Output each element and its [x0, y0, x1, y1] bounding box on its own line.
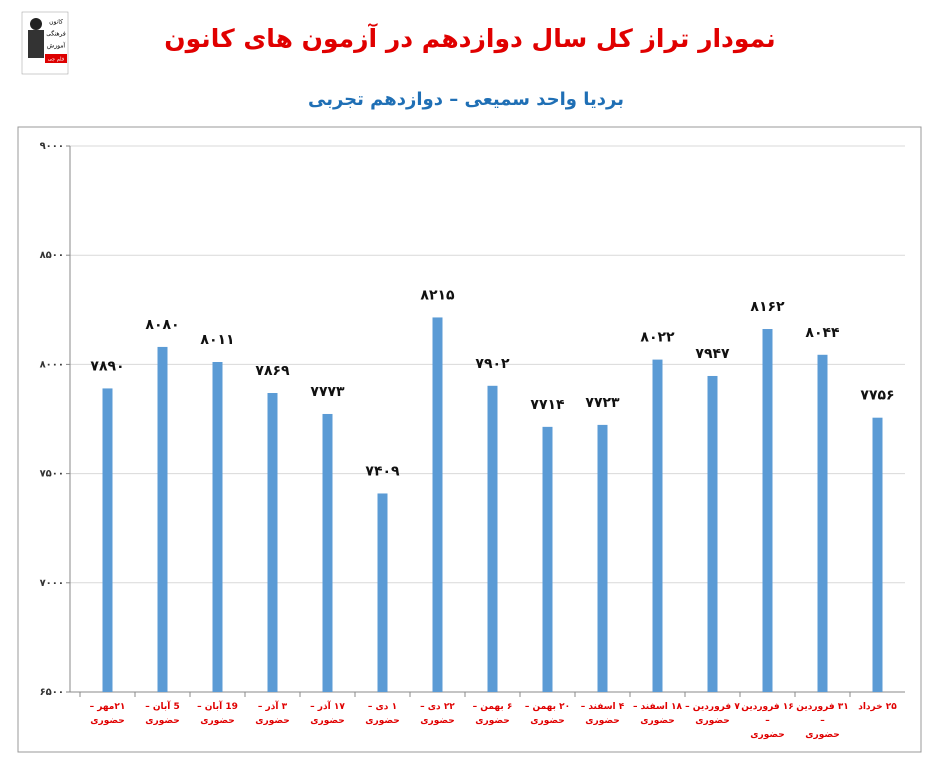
- value-label: ۸۱۶۲: [750, 299, 785, 315]
- bar: [872, 417, 883, 692]
- x-tick-label: ۲۲ دی – حضوری: [420, 702, 455, 726]
- bar: [212, 361, 223, 692]
- logo-icon: [28, 30, 44, 58]
- x-tick-label: ۷ فروردین – حضوری: [685, 702, 740, 726]
- value-label: ۷۹۴۷: [695, 346, 730, 362]
- bar: [542, 426, 553, 692]
- bar: [597, 424, 608, 692]
- x-tick-label: ۲۰ بهمن – حضوری: [524, 702, 571, 726]
- bar: [432, 317, 443, 692]
- value-label: ۷۸۹۰: [90, 358, 124, 374]
- bar: [102, 388, 113, 692]
- y-tick-label: ۹۰۰۰: [40, 141, 64, 152]
- chart-border: [17, 126, 922, 753]
- value-label: ۸۰۲۲: [640, 330, 675, 346]
- chart-subtitle: بردیا واحد سمیعی – دوازدهم تجربی: [308, 89, 624, 110]
- value-label: ۸۰۱۱: [200, 332, 234, 348]
- value-label: ۷۴۰۹: [365, 463, 400, 479]
- bar: [487, 385, 498, 692]
- x-tick-label: ۳ آذر – حضوری: [255, 702, 290, 726]
- y-tick-label: ۷۵۰۰: [40, 469, 64, 480]
- value-label: ۸۰۴۴: [805, 325, 840, 341]
- x-tick-label: ۱۷ آذر – حضوری: [310, 702, 345, 726]
- x-tick-label: ۶ بهمن – حضوری: [472, 702, 513, 726]
- logo-text: کانون: [49, 19, 63, 26]
- bar: [377, 493, 388, 692]
- x-tick-label: 19 آبان – حضوری: [197, 702, 238, 726]
- bar: [267, 393, 278, 692]
- x-tick-label: ۲۵ خرداد: [858, 702, 897, 712]
- bar: [817, 354, 828, 692]
- logo-badge: [45, 54, 67, 63]
- x-tick-label: ۲۱مهر – حضوری: [89, 702, 126, 726]
- logo-text: فرهنگی: [46, 30, 66, 38]
- logo-icon: [30, 18, 42, 30]
- value-label: ۷۷۵۶: [860, 388, 894, 404]
- bar: [322, 413, 333, 692]
- bar: [652, 359, 663, 692]
- x-tick-label: ۱۶ فروردین – حضوری: [741, 702, 794, 740]
- y-tick-label: ۸۰۰۰: [40, 359, 64, 370]
- value-label: ۸۲۱۵: [420, 287, 455, 303]
- y-tick-label: ۷۰۰۰: [40, 578, 64, 589]
- x-tick-label: ۱ دی – حضوری: [365, 702, 400, 726]
- logo-text: آموزش: [47, 41, 66, 50]
- value-label: ۷۷۷۳: [310, 384, 345, 400]
- value-label: ۷۹۰۲: [475, 356, 510, 372]
- value-label: ۷۸۶۹: [255, 363, 290, 379]
- value-label: ۸۰۸۰: [145, 317, 179, 333]
- logo-text: قلم چی: [48, 57, 65, 63]
- bar: [157, 346, 168, 692]
- x-tick-label: ۴ اسفند – حضوری: [580, 702, 625, 726]
- value-label: ۷۷۲۳: [585, 395, 620, 411]
- chart-title: نمودار تراز کل سال دوازدهم در آزمون های …: [164, 23, 775, 54]
- y-tick-label: ۶۵۰۰: [40, 687, 64, 698]
- x-tick-label: ۱۸ اسفند – حضوری: [632, 702, 683, 726]
- logo: کانون فرهنگی آموزش قلم چی: [21, 11, 69, 75]
- value-label: ۷۷۱۴: [530, 397, 565, 413]
- bar: [707, 375, 718, 692]
- x-tick-label: 5 آبان – حضوری: [145, 702, 180, 726]
- y-tick-label: ۸۵۰۰: [40, 250, 64, 261]
- x-tick-label: ۳۱ فروردین – حضوری: [796, 702, 849, 740]
- bar: [762, 329, 773, 692]
